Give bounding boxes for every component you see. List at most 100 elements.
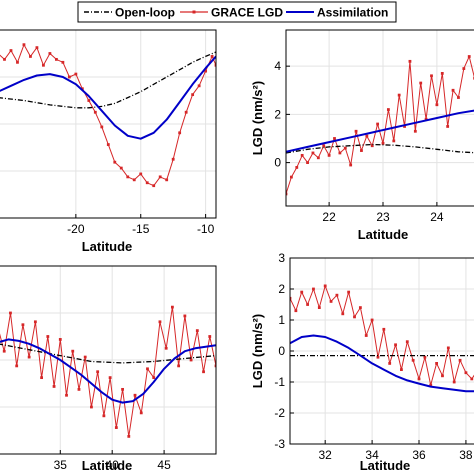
- series-assimilation: [290, 334, 474, 393]
- grace-point: [158, 320, 162, 324]
- grace-point: [397, 93, 401, 97]
- x-tick-label: -15: [132, 222, 150, 236]
- x-tick-label: 40: [106, 458, 120, 472]
- grace-point: [400, 368, 403, 371]
- grace-point: [189, 358, 193, 362]
- grace-point: [441, 374, 444, 378]
- grace-point: [184, 110, 188, 114]
- grace-point: [119, 166, 123, 170]
- grace-point: [100, 125, 104, 129]
- grace-point: [306, 303, 309, 306]
- series-open-loop: [0, 51, 216, 109]
- x-axis-label: Latitude: [360, 458, 411, 473]
- grace-point: [46, 335, 50, 338]
- grace-point: [96, 370, 100, 374]
- grace-point: [80, 87, 84, 91]
- grace-point: [2, 349, 6, 353]
- legend-grace-label: GRACE LGD: [211, 6, 283, 20]
- grace-point: [327, 153, 331, 157]
- y-tick-label: 4: [274, 59, 281, 73]
- grace-point: [9, 49, 13, 52]
- grace-point: [33, 320, 37, 324]
- grace-point: [457, 96, 460, 99]
- grace-point: [338, 151, 342, 155]
- grace-point: [343, 146, 347, 150]
- grace-point: [74, 72, 78, 76]
- grace-point: [470, 377, 474, 381]
- grace-point: [358, 306, 362, 309]
- grace-point: [413, 129, 417, 133]
- grace-point: [430, 74, 433, 78]
- grace-point: [411, 358, 415, 362]
- grace-point: [360, 149, 363, 152]
- grace-point: [197, 84, 201, 88]
- grace-point: [202, 370, 205, 374]
- grace-point: [349, 163, 353, 167]
- y-tick-label: -3: [274, 437, 285, 451]
- grace-point: [290, 296, 292, 300]
- grace-point: [90, 405, 93, 409]
- grace-point: [191, 93, 195, 97]
- grace-point: [322, 144, 326, 148]
- grace-point: [419, 81, 423, 85]
- grace-point: [121, 387, 124, 391]
- grace-point: [451, 88, 455, 92]
- grace-point: [210, 55, 214, 58]
- chart-panel-4: 32 34 36 38 -3 -2 -1 0 1 2 3 Latitude LGD (nm/s²): [250, 251, 474, 473]
- series-group: [0, 305, 216, 438]
- grace-point: [52, 385, 56, 388]
- grace-point: [446, 125, 450, 128]
- grace-point: [365, 134, 369, 138]
- x-axis-label: Latitude: [358, 227, 409, 242]
- grace-point: [333, 137, 336, 140]
- grace-point: [295, 166, 299, 169]
- grace-point: [370, 318, 374, 322]
- grace-point: [42, 63, 45, 67]
- grace-point: [108, 376, 112, 380]
- x-tick-label: 34: [365, 448, 379, 462]
- axes-frame: [0, 29, 217, 219]
- grace-point: [317, 306, 321, 309]
- grace-point: [93, 110, 97, 114]
- grace-point: [353, 315, 356, 319]
- legend: Open-loop GRACE LGD Assimilation: [77, 1, 397, 23]
- grace-point: [139, 172, 143, 176]
- grace-point: [446, 346, 450, 350]
- grace-point: [61, 60, 65, 64]
- grace-point: [405, 340, 409, 344]
- grace-point: [364, 334, 368, 337]
- grace-point: [347, 290, 351, 294]
- grace-point: [126, 175, 130, 179]
- grace-point: [113, 160, 117, 164]
- grace-point: [403, 125, 406, 128]
- series-assimilation: [286, 109, 474, 153]
- legend-open-loop-label: Open-loop: [115, 6, 175, 20]
- grace-point: [323, 284, 327, 288]
- x-tick-label: 38: [459, 448, 473, 462]
- grace-point: [204, 69, 208, 73]
- y-tick-label: 3: [278, 251, 285, 265]
- y-tick-label: 0: [274, 156, 281, 170]
- grace-point: [382, 327, 386, 331]
- grace-point: [214, 63, 216, 67]
- grace-point: [311, 151, 315, 155]
- grace-point: [462, 67, 466, 70]
- plot-area: [286, 30, 474, 206]
- grace-point: [423, 355, 427, 359]
- legend-box: [77, 1, 397, 23]
- x-tick-label: 45: [157, 458, 171, 472]
- x-tick-label: -10: [197, 222, 215, 236]
- grace-point: [87, 99, 91, 102]
- grace-point: [171, 305, 174, 309]
- grace-point: [386, 108, 390, 111]
- x-tick-label: 24: [430, 210, 444, 224]
- grace-point: [429, 383, 433, 387]
- grace-point: [214, 364, 216, 368]
- grace-point: [71, 349, 75, 353]
- grace-point: [388, 362, 392, 365]
- grace-point: [67, 75, 71, 79]
- grace-point: [408, 59, 412, 63]
- grace-point: [83, 355, 87, 359]
